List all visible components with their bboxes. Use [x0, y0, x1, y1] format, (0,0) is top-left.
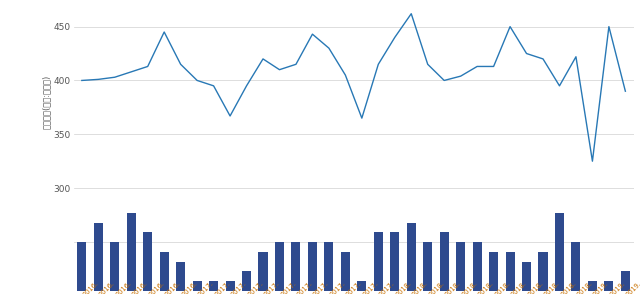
Text: 2016.: 2016.	[164, 280, 182, 294]
Text: 2016.: 2016.	[82, 280, 99, 294]
Bar	[77, 242, 86, 291]
Text: 2016.: 2016.	[131, 280, 149, 294]
Bar	[522, 262, 531, 291]
Text: 2018.: 2018.	[412, 280, 429, 294]
Text: 2016.: 2016.	[148, 280, 165, 294]
Text: 2018.: 2018.	[493, 280, 511, 294]
Bar	[176, 262, 185, 291]
Text: 2018.: 2018.	[395, 280, 412, 294]
Text: 2018.: 2018.	[461, 280, 478, 294]
Bar	[259, 252, 268, 291]
Bar	[127, 213, 136, 291]
Bar	[341, 252, 350, 291]
Bar	[506, 252, 515, 291]
Text: 2017.: 2017.	[197, 280, 215, 294]
Bar	[621, 271, 630, 291]
Bar	[374, 232, 383, 291]
Bar	[159, 252, 169, 291]
Bar	[193, 281, 202, 291]
Bar	[489, 252, 498, 291]
Bar	[143, 232, 152, 291]
Y-axis label: 거래금액(단위:백만원): 거래금액(단위:백만원)	[42, 75, 51, 129]
Bar	[209, 281, 218, 291]
Text: 2017.: 2017.	[362, 280, 380, 294]
Text: 2017.: 2017.	[280, 280, 297, 294]
Text: 2017.: 2017.	[214, 280, 231, 294]
Bar	[275, 242, 284, 291]
Bar	[308, 242, 317, 291]
Bar	[472, 242, 482, 291]
Text: 2016.: 2016.	[180, 280, 198, 294]
Text: 2017.: 2017.	[296, 280, 314, 294]
Text: 2017.: 2017.	[230, 280, 248, 294]
Bar	[572, 242, 580, 291]
Text: 2017.: 2017.	[378, 280, 396, 294]
Text: 2017.: 2017.	[246, 280, 264, 294]
Text: 2016.: 2016.	[115, 280, 132, 294]
Text: 2017.: 2017.	[312, 280, 330, 294]
Text: 2018.: 2018.	[576, 280, 594, 294]
Text: 2019.: 2019.	[609, 280, 627, 294]
Text: 2018.: 2018.	[444, 280, 462, 294]
Text: 2019.: 2019.	[593, 280, 610, 294]
Bar	[406, 223, 416, 291]
Bar	[324, 242, 333, 291]
Bar	[423, 242, 432, 291]
Text: 2017.: 2017.	[263, 280, 281, 294]
Text: 2018.: 2018.	[477, 280, 495, 294]
Bar	[94, 223, 103, 291]
Text: 2018.: 2018.	[559, 280, 577, 294]
Text: 2018.: 2018.	[510, 280, 528, 294]
Bar	[538, 252, 548, 291]
Bar	[604, 281, 613, 291]
Text: 2018.: 2018.	[543, 280, 561, 294]
Text: 2017.: 2017.	[346, 280, 363, 294]
Bar	[225, 281, 235, 291]
Bar	[588, 281, 597, 291]
Bar	[390, 232, 399, 291]
Bar	[555, 213, 564, 291]
Text: 2016.: 2016.	[99, 280, 116, 294]
Bar	[456, 242, 465, 291]
Bar	[242, 271, 251, 291]
Text: 2017.: 2017.	[329, 280, 347, 294]
Text: 2018.: 2018.	[527, 280, 544, 294]
Text: 2018.: 2018.	[428, 280, 445, 294]
Bar	[357, 281, 366, 291]
Bar	[440, 232, 449, 291]
Bar	[291, 242, 301, 291]
Bar	[110, 242, 119, 291]
Text: 2019.: 2019.	[625, 280, 640, 294]
